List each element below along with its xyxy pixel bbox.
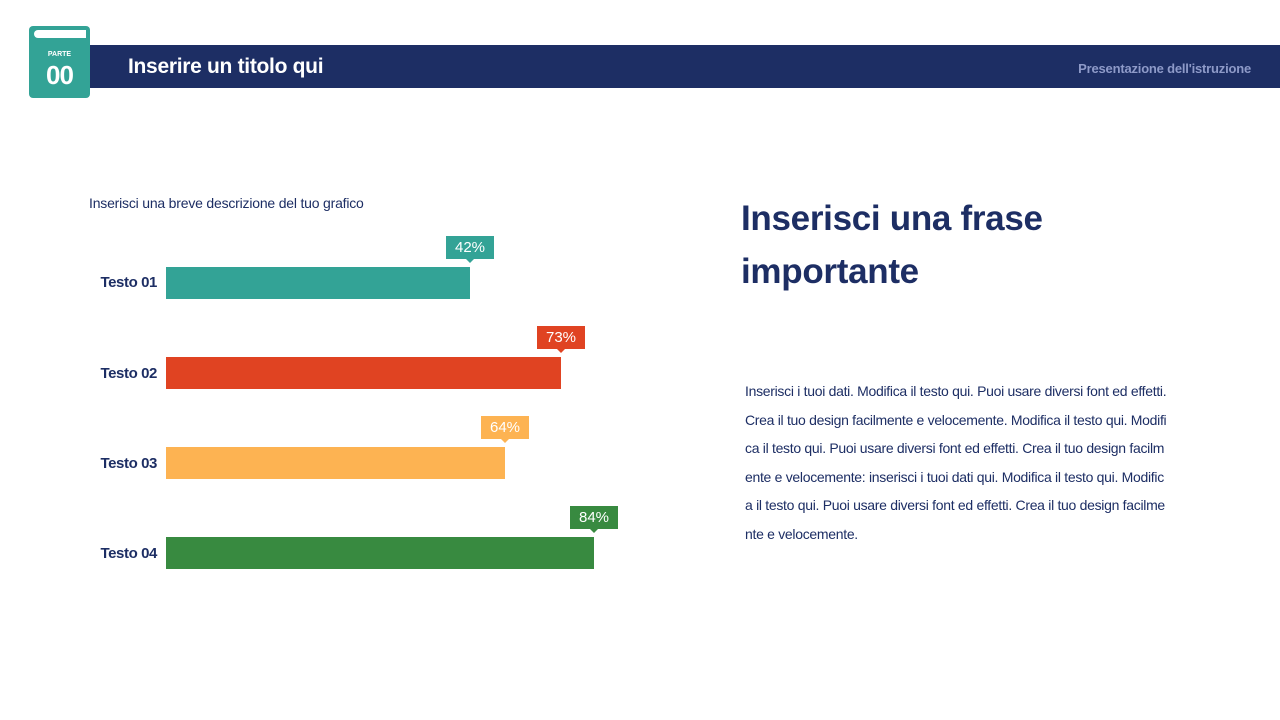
book-icon [29, 26, 90, 98]
bar-testo-01 [166, 267, 470, 299]
section-label: PARTE [47, 51, 72, 58]
bar-testo-04 [166, 537, 594, 569]
page-title: Inserire un titolo qui [128, 55, 324, 78]
section-number: 00 [46, 60, 74, 90]
bar-label: Testo 02 [100, 365, 157, 382]
bar-label: Testo 01 [100, 274, 157, 291]
body-paragraph: Inserisci i tuoi dati. Modifica il testo… [745, 383, 1167, 542]
chart-description: Inserisci una breve descrizione del tuo … [89, 195, 364, 211]
key-phrase-heading: Inserisci una frase importante [741, 199, 1043, 291]
value-label: 73% [537, 326, 585, 353]
value-label: 42% [446, 236, 494, 263]
presentation-subtitle: Presentazione dell'istruzione [1078, 61, 1251, 76]
bar-testo-03 [166, 447, 505, 479]
bar-label: Testo 03 [100, 455, 157, 472]
header-bar [88, 45, 1280, 88]
value-label: 84% [570, 506, 618, 533]
book-page-edge [34, 30, 86, 38]
bar-label: Testo 04 [100, 545, 157, 562]
value-label: 64% [481, 416, 529, 443]
bar-testo-02 [166, 357, 561, 389]
